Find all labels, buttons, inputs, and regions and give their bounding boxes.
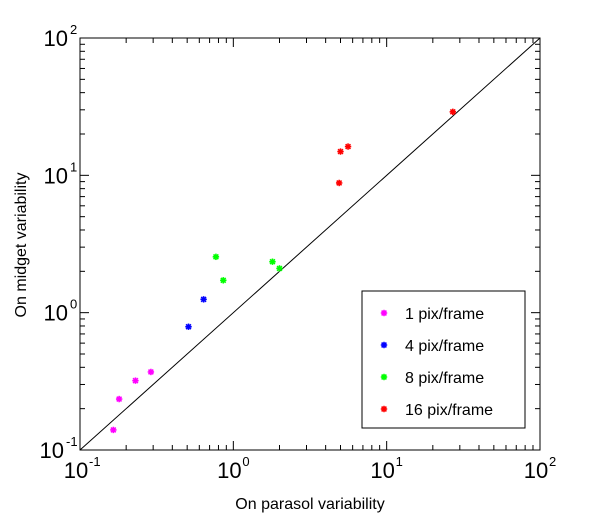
marker-core <box>382 375 386 379</box>
y-tick-label: 10 <box>44 301 68 326</box>
legend-box <box>361 290 526 429</box>
marker-core <box>337 181 341 185</box>
legend-marker <box>380 309 388 317</box>
marker-core <box>270 260 275 264</box>
marker-core <box>451 110 455 114</box>
marker-core <box>149 370 153 374</box>
data-point <box>344 143 352 150</box>
plot-frame <box>79 37 541 451</box>
data-point <box>147 368 155 376</box>
x-tick-exponent: 2 <box>549 454 556 469</box>
y-tick-exponent: 1 <box>70 159 77 174</box>
marker-core <box>221 278 225 282</box>
data-point <box>449 108 457 116</box>
reference-line <box>79 37 541 451</box>
data-point <box>200 296 207 303</box>
marker-core <box>382 343 386 347</box>
series-8-pix-frame <box>212 253 283 284</box>
series-16-pix-frame <box>335 108 457 187</box>
data-point <box>269 258 276 265</box>
data-point <box>220 277 227 284</box>
marker-core <box>111 428 115 432</box>
y-tick-label: 10 <box>40 438 64 463</box>
marker-core <box>186 325 191 329</box>
legend-marker <box>380 341 388 349</box>
data-points <box>110 108 457 434</box>
data-point <box>337 148 344 155</box>
marker-core <box>346 144 350 149</box>
legend-label: 8 pix/frame <box>405 370 484 387</box>
tick-labels: 10 -1 10 0 10 1 10 210 -110 010 110 2 <box>40 22 557 483</box>
data-point <box>212 253 220 261</box>
x-tick-label: 10 <box>524 458 548 483</box>
data-point <box>132 377 139 384</box>
marker-core <box>117 397 121 401</box>
x-tick-exponent: -1 <box>89 454 101 469</box>
y-axis-label: On midget variability <box>13 173 30 318</box>
series-4-pix-frame <box>185 296 207 330</box>
axes <box>79 37 541 451</box>
x-tick-exponent: 1 <box>396 454 403 469</box>
x-axis-label: On parasol variability <box>235 496 384 513</box>
marker-core <box>382 311 386 315</box>
y-tick-exponent: 2 <box>70 22 77 37</box>
y-tick-label: 10 <box>44 163 68 188</box>
legend-label: 16 pix/frame <box>405 402 493 419</box>
marker-core <box>202 297 206 301</box>
marker-core <box>382 407 386 411</box>
legend-label: 4 pix/frame <box>405 338 484 355</box>
y-tick-exponent: 0 <box>70 297 77 312</box>
data-point <box>185 323 192 330</box>
marker-core <box>214 255 218 259</box>
data-point <box>110 426 117 434</box>
legend-marker <box>380 373 388 381</box>
data-point <box>335 179 343 187</box>
legend-label: 1 pix/frame <box>405 306 484 323</box>
legend-marker <box>380 405 388 413</box>
data-point <box>115 395 123 403</box>
y-tick-exponent: -1 <box>66 434 78 449</box>
marker-core <box>277 266 282 271</box>
y-tick-label: 10 <box>44 26 68 51</box>
marker-core <box>338 149 343 154</box>
series-1-pix-frame <box>110 368 155 434</box>
x-tick-label: 10 <box>370 458 394 483</box>
x-tick-label: 10 <box>64 458 88 483</box>
marker-core <box>133 379 138 383</box>
x-tick-label: 10 <box>217 458 241 483</box>
tick-marks <box>79 37 541 451</box>
legend: 1 pix/frame 4 pix/frame 8 pix/frame 16 pix/… <box>361 290 526 429</box>
data-point <box>276 265 283 272</box>
x-tick-exponent: 0 <box>242 454 249 469</box>
